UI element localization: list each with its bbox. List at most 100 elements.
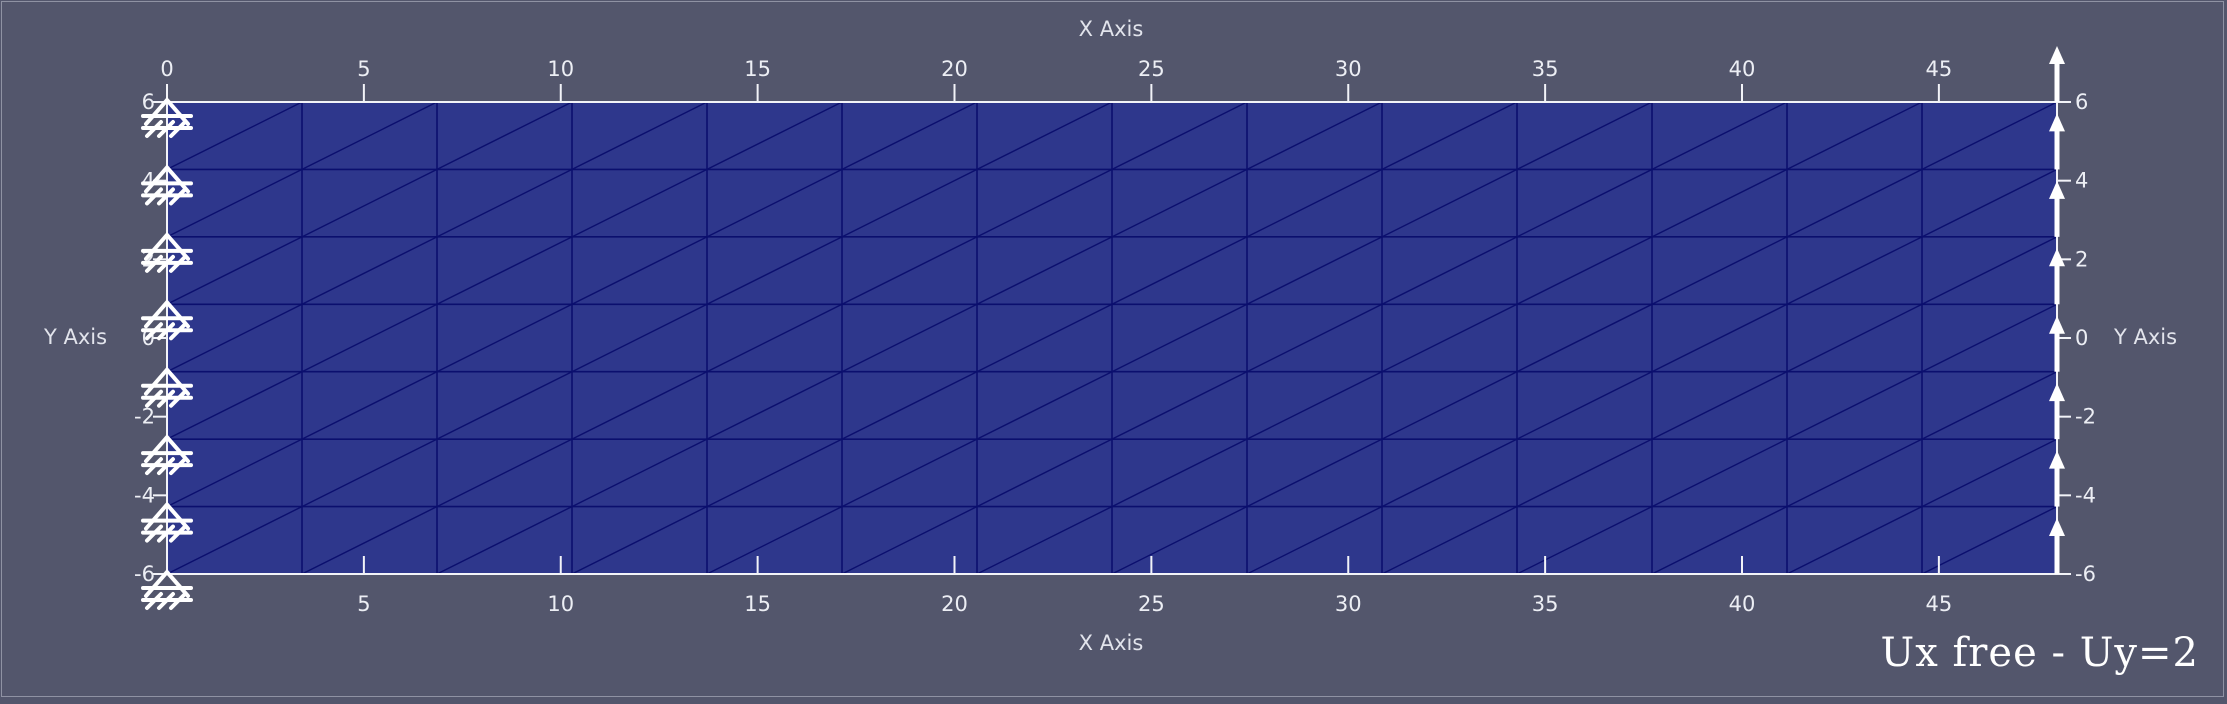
fixed-support-icon	[141, 501, 193, 543]
mesh-diagonal-edge	[1111, 303, 1248, 373]
x-tick-bottom-label: 25	[1138, 592, 1165, 616]
mesh-diagonal-edge	[1651, 303, 1788, 373]
axes-grid: 0 5 10 15 20 25 30 35 40 455 10 15 20 25 30 35 40 456420-…	[134, 57, 2096, 616]
mesh-diagonal-edge	[571, 101, 708, 171]
mesh-diagonal-edge	[1516, 505, 1653, 575]
x-tick-top-label: 35	[1532, 57, 1559, 81]
mesh-diagonal-edge	[976, 168, 1113, 238]
mesh-diagonal-edge	[1246, 438, 1383, 508]
mesh-diagonal-edge	[1921, 505, 2058, 575]
mesh-diagonal-edge	[1786, 505, 1923, 575]
y-tick-right-label: 2	[2075, 247, 2088, 271]
x-tick-bottom-label: 15	[744, 592, 771, 616]
mesh-diagonal-edge	[1921, 236, 2058, 305]
mesh-diagonal-edge	[1111, 168, 1248, 238]
mesh-diagonal-edge	[1246, 168, 1383, 238]
x-tick-bottom-label: 30	[1335, 592, 1362, 616]
x-tick-bottom-label: 10	[547, 592, 574, 616]
mesh-diagonal-edge	[1246, 236, 1383, 305]
mesh-diagonal-edge	[1516, 371, 1653, 440]
mesh-diagonal-edge	[976, 303, 1113, 373]
mesh-diagonal-edge	[1651, 168, 1788, 238]
boundary-conditions	[141, 46, 2065, 610]
mesh-diagonal-edge	[706, 505, 843, 575]
y-tick-right-label: 0	[2075, 326, 2088, 350]
mesh-diagonal-edge	[571, 371, 708, 440]
displacement-arrow-icon	[2049, 46, 2065, 102]
fixed-support-icon	[141, 366, 193, 408]
mesh-diagonal-edge	[1111, 371, 1248, 440]
mesh-diagonal-edge	[1651, 101, 1788, 171]
arrow-head	[2049, 180, 2065, 199]
x-tick-top-label: 0	[160, 57, 173, 81]
x-tick-bottom-label: 40	[1729, 592, 1756, 616]
y-tick-left-label: 6	[142, 90, 155, 114]
mesh-diagonal-edge	[976, 236, 1113, 305]
mesh-diagonal-edge	[841, 168, 978, 238]
displacement-arrow-icon	[2049, 315, 2065, 372]
mesh-diagonal-edge	[706, 303, 843, 373]
mesh-diagonal-edge	[436, 168, 573, 238]
mesh-diagonal-edge	[436, 101, 573, 171]
x-tick-top-label: 25	[1138, 57, 1165, 81]
mesh-diagonal-edge	[706, 236, 843, 305]
mesh-diagonal-edge	[301, 303, 438, 373]
arrow-head	[2049, 450, 2065, 469]
mesh-diagonal-edge	[301, 236, 438, 305]
mesh-diagonal-edge	[571, 303, 708, 373]
mesh-diagonal-edge	[301, 438, 438, 508]
mesh-diagonal-edge	[976, 438, 1113, 508]
y-tick-left-label: -6	[134, 562, 155, 586]
y-tick-right-label: -4	[2075, 483, 2096, 507]
fixed-support-icon	[141, 568, 193, 610]
mesh-diagonal-edge	[436, 303, 573, 373]
mesh-diagonal-edge	[1921, 168, 2058, 238]
mesh-diagonal-edge	[1246, 505, 1383, 575]
mesh-diagonal-edge	[166, 168, 303, 238]
mesh-diagonal-edge	[571, 438, 708, 508]
mesh-diagonal-edge	[571, 236, 708, 305]
x-tick-top-label: 20	[941, 57, 968, 81]
mesh-diagonal-edge	[436, 236, 573, 305]
mesh-diagonal-edge	[436, 505, 573, 575]
x-tick-top-label: 30	[1335, 57, 1362, 81]
mesh-diagonal-edge	[1516, 303, 1653, 373]
mesh-diagonal-edge	[436, 438, 573, 508]
mesh-diagonal-edge	[1111, 438, 1248, 508]
mesh-diagonal-edge	[1516, 168, 1653, 238]
displacement-arrow-icon	[2049, 113, 2065, 170]
displacement-arrow-icon	[2049, 180, 2065, 237]
mesh-diagonal-edge	[1381, 101, 1518, 171]
mesh-diagonal-edge	[1111, 236, 1248, 305]
mesh-diagonal-edge	[1381, 168, 1518, 238]
x-axis-title-bottom: X Axis	[1079, 631, 1144, 655]
arrow-head	[2049, 315, 2065, 334]
fixed-support-icon	[141, 299, 193, 341]
fixed-support-icon	[141, 231, 193, 273]
x-axis-title-top: X Axis	[1079, 17, 1144, 41]
mesh-diagonal-edge	[706, 101, 843, 171]
mesh-diagonal-edge	[1786, 168, 1923, 238]
mesh-diagonal-edge	[976, 505, 1113, 575]
x-tick-bottom-label: 35	[1532, 592, 1559, 616]
mesh-diagonal-edge	[1921, 371, 2058, 440]
boundary-caption: Ux free - Uy=2	[1880, 630, 2199, 676]
fixed-support-icon	[141, 164, 193, 206]
x-tick-top-label: 40	[1729, 57, 1756, 81]
y-tick-left-label: -2	[134, 405, 155, 429]
arrow-head	[2049, 46, 2065, 64]
mesh-diagonal-edge	[166, 101, 303, 171]
mesh-diagonal-edge	[1786, 303, 1923, 373]
x-tick-top-label: 45	[1926, 57, 1953, 81]
x-tick-bottom-label: 45	[1926, 592, 1953, 616]
mesh-diagonal-edge	[1516, 438, 1653, 508]
mesh-diagonal-edge	[1651, 438, 1788, 508]
mesh-diagonal-edge	[841, 505, 978, 575]
arrow-head	[2049, 248, 2065, 267]
mesh-diagonal-edge	[571, 168, 708, 238]
mesh-diagonal-edge	[706, 438, 843, 508]
displacement-arrow-icon	[2049, 248, 2065, 305]
fixed-support-icon	[141, 434, 193, 476]
mesh-diagonal-edge	[301, 101, 438, 171]
